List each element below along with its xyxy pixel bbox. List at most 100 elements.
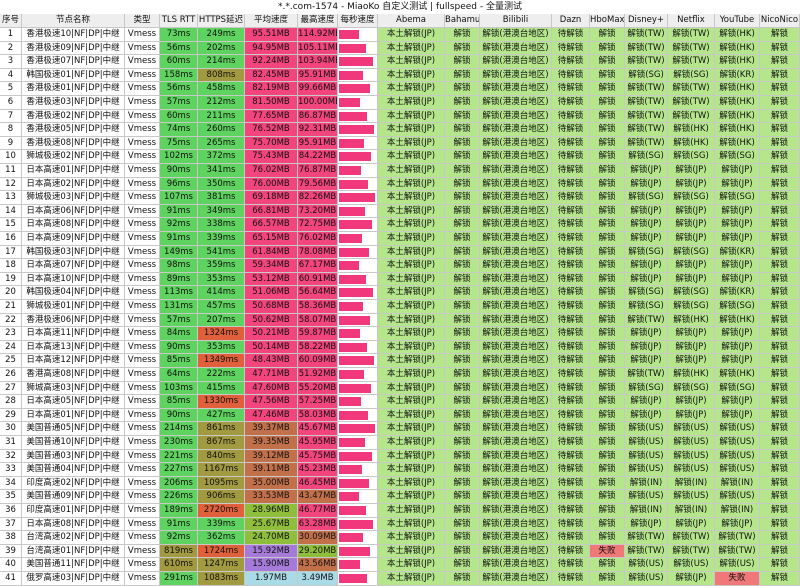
protocol: Vmess — [125, 109, 160, 124]
abema: 本土解锁(JP) — [378, 191, 445, 205]
hbomax: 解锁 — [590, 300, 625, 314]
row-number: 37 — [0, 517, 22, 532]
netflix: 解锁(JP) — [668, 164, 715, 178]
dazn: 待解锁 — [552, 368, 590, 382]
abema: 本土解锁(JP) — [378, 504, 445, 518]
https-latency: 372ms — [198, 150, 245, 164]
https-latency: 861ms — [198, 422, 245, 436]
abema: 本土解锁(JP) — [378, 177, 445, 192]
column-header: 类型 — [125, 14, 160, 28]
column-header: YouTube — [715, 14, 760, 28]
speed-graph-bar — [339, 465, 362, 475]
youtube: 失败 — [715, 572, 760, 586]
column-header: TLS RTT — [160, 14, 198, 28]
speed-graph — [338, 517, 378, 532]
abema: 本土解锁(JP) — [378, 313, 445, 328]
tls-rtt: 221ms — [160, 449, 198, 464]
dazn: 待解锁 — [552, 476, 590, 491]
tls-rtt: 60ms — [160, 55, 198, 69]
dazn: 待解锁 — [552, 286, 590, 300]
speed-graph-bar — [339, 152, 371, 162]
disney-plus: 解锁(JP) — [625, 177, 668, 192]
hbomax: 解锁 — [590, 55, 625, 69]
avg-speed: 82.45MB — [245, 68, 298, 83]
youtube: 解锁(HK) — [715, 82, 760, 96]
netflix: 解锁(JP) — [668, 572, 715, 586]
disney-plus: 解锁(JP) — [625, 354, 668, 368]
abema: 本土解锁(JP) — [378, 422, 445, 436]
protocol: Vmess — [125, 164, 160, 178]
bahamut: 解锁 — [445, 517, 480, 532]
protocol: Vmess — [125, 136, 160, 151]
max-speed: 95.91MB — [298, 136, 338, 151]
abema: 本土解锁(JP) — [378, 96, 445, 110]
avg-speed: 50.21MB — [245, 327, 298, 341]
netflix: 解锁(US) — [668, 490, 715, 504]
avg-speed: 66.81MB — [245, 204, 298, 219]
node-name: 香港极速06|NF|DP|中继 — [22, 313, 125, 328]
avg-speed: 39.12MB — [245, 449, 298, 464]
niconico: 解锁 — [760, 204, 800, 219]
disney-plus: 解锁(JP) — [625, 408, 668, 423]
avg-speed: 35.00MB — [245, 476, 298, 491]
column-header: 最高速度 — [298, 14, 338, 28]
disney-plus: 解锁(IN) — [625, 476, 668, 491]
row-number: 26 — [0, 368, 22, 382]
dazn: 待解锁 — [552, 55, 590, 69]
bahamut: 解锁 — [445, 245, 480, 260]
row-number: 33 — [0, 463, 22, 477]
speed-graph — [338, 164, 378, 178]
speed-graph — [338, 490, 378, 504]
https-latency: 1330ms — [198, 395, 245, 409]
column-header: 节点名称 — [22, 14, 125, 28]
speed-graph-bar — [339, 370, 364, 379]
node-name: 香港极速03|NF|DP|中继 — [22, 96, 125, 110]
bahamut: 解锁 — [445, 28, 480, 42]
dazn: 待解锁 — [552, 436, 590, 450]
disney-plus: 解锁(TW) — [625, 82, 668, 96]
disney-plus: 解锁(IN) — [625, 504, 668, 518]
max-speed: 55.20MB — [298, 381, 338, 396]
window-title: *.*.com-1574 - MiaoKo 自定义测试 | fullspeed … — [278, 2, 522, 12]
row-number: 1 — [0, 28, 22, 42]
disney-plus: 解锁(TW) — [625, 109, 668, 124]
youtube: 解锁(JP) — [715, 340, 760, 355]
dazn: 待解锁 — [552, 558, 590, 572]
niconico: 解锁 — [760, 136, 800, 151]
protocol: Vmess — [125, 490, 160, 504]
abema: 本土解锁(JP) — [378, 286, 445, 300]
bahamut: 解锁 — [445, 300, 480, 314]
dazn: 待解锁 — [552, 395, 590, 409]
tls-rtt: 214ms — [160, 422, 198, 436]
niconico: 解锁 — [760, 422, 800, 436]
tls-rtt: 103ms — [160, 381, 198, 396]
disney-plus: 解锁(JP) — [625, 232, 668, 246]
avg-speed: 47.46MB — [245, 408, 298, 423]
niconico: 解锁 — [760, 218, 800, 232]
bilibili: 解锁(港澳台地区) — [480, 395, 552, 409]
tls-rtt: 74ms — [160, 123, 198, 137]
disney-plus: 解锁(JP) — [625, 259, 668, 273]
bilibili: 解锁(港澳台地区) — [480, 286, 552, 300]
column-header: Disney+ — [625, 14, 668, 28]
avg-speed: 24.70MB — [245, 531, 298, 545]
niconico: 解锁 — [760, 544, 800, 559]
protocol: Vmess — [125, 436, 160, 450]
node-name: 美国普通04|NF|DP|中继 — [22, 463, 125, 477]
netflix: 解锁(JP) — [668, 517, 715, 532]
bilibili: 解锁(港澳台地区) — [480, 490, 552, 504]
max-speed: 67.17MB — [298, 259, 338, 273]
bilibili: 解锁(港澳台地区) — [480, 381, 552, 396]
dazn: 待解锁 — [552, 150, 590, 164]
abema: 本土解锁(JP) — [378, 327, 445, 341]
dazn: 待解锁 — [552, 300, 590, 314]
max-speed: 45.67MB — [298, 422, 338, 436]
dazn: 待解锁 — [552, 531, 590, 545]
column-header: Netflix — [668, 14, 715, 28]
tls-rtt: 113ms — [160, 286, 198, 300]
protocol: Vmess — [125, 395, 160, 409]
bahamut: 解锁 — [445, 259, 480, 273]
avg-speed: 82.19MB — [245, 82, 298, 96]
tls-rtt: 60ms — [160, 109, 198, 124]
https-latency: 1247ms — [198, 558, 245, 572]
